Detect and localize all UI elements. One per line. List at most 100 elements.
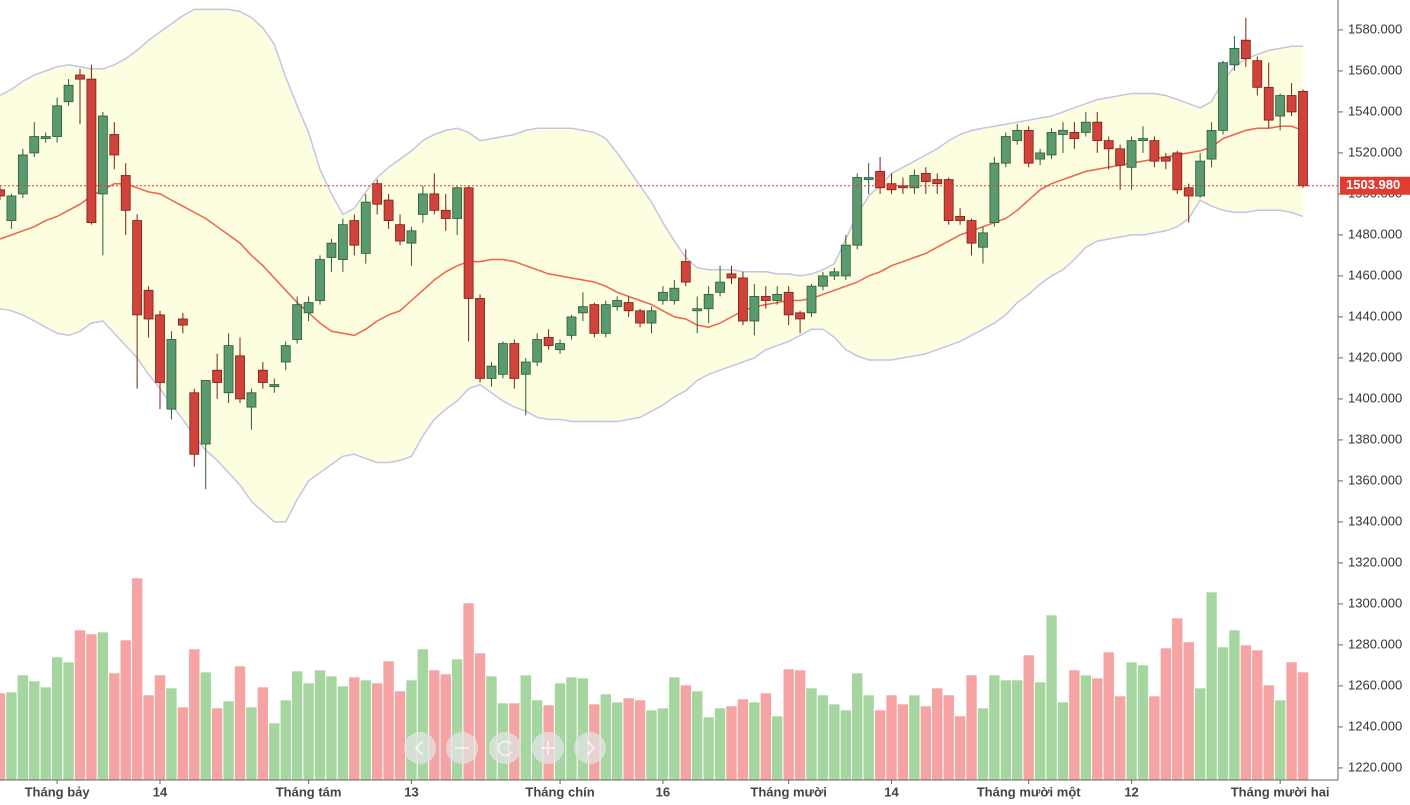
x-tick-label: Tháng mười một — [977, 784, 1082, 799]
scroll-right-button[interactable] — [574, 732, 606, 764]
volume-bar — [1240, 644, 1252, 781]
y-tick-label: 1240.000 — [1348, 718, 1402, 733]
candle-body — [875, 170, 885, 189]
y-tick-label: 1520.000 — [1348, 144, 1402, 159]
candle-body — [223, 345, 234, 394]
volume-bar — [234, 665, 246, 781]
scroll-left-button[interactable] — [404, 732, 436, 764]
volume-bar — [1182, 641, 1195, 781]
candle-body — [715, 281, 725, 293]
volume-bar — [1000, 679, 1012, 781]
candle-body — [909, 175, 920, 189]
y-tick-label: 1260.000 — [1348, 677, 1402, 692]
volume-bar — [702, 716, 715, 781]
volume-bar — [188, 648, 201, 781]
x-tick-label: 14 — [884, 784, 899, 799]
candle-body — [1080, 121, 1091, 133]
candle-body — [326, 242, 337, 258]
zoom-out-button[interactable] — [446, 732, 478, 764]
candle-body — [132, 220, 143, 316]
candle-body — [726, 273, 737, 279]
volume-bar — [28, 680, 41, 781]
candle-body — [829, 271, 840, 277]
y-tick-label: 1400.000 — [1348, 390, 1402, 405]
candle-body — [566, 316, 577, 336]
volume-bar — [39, 686, 52, 781]
reset-button[interactable] — [489, 732, 521, 764]
volume-bar — [599, 693, 612, 781]
zoom-controls — [404, 732, 606, 764]
y-tick-label: 1480.000 — [1348, 226, 1402, 241]
volume-bar — [17, 674, 29, 781]
candle-body — [1195, 160, 1206, 197]
band-upper — [0, 8, 1303, 277]
volume-bar — [839, 709, 852, 781]
candle-body — [1069, 132, 1080, 139]
candle-body — [555, 343, 565, 351]
candle-body — [383, 199, 394, 221]
x-tick-label: Tháng bảy — [25, 784, 91, 799]
candle-body — [680, 261, 691, 283]
volume-bar — [1068, 669, 1081, 781]
volume-bar — [748, 701, 761, 781]
candle-body — [200, 380, 211, 445]
volume-bar — [119, 639, 132, 781]
candle-body — [1046, 132, 1057, 156]
volume-bar — [1205, 591, 1218, 781]
candle-body — [337, 224, 348, 260]
volume-bar — [565, 676, 578, 781]
volume-bar — [577, 677, 589, 781]
volume-bar — [485, 675, 498, 781]
zoom-in-button[interactable] — [532, 732, 564, 764]
candle-body — [783, 291, 794, 316]
candle-body — [246, 392, 257, 408]
candle-body — [1172, 152, 1183, 191]
volume-bar — [1022, 654, 1035, 781]
x-tick-label: 16 — [656, 784, 670, 799]
x-tick-label: 13 — [404, 784, 418, 799]
volume-bar — [1262, 684, 1275, 781]
last-price-label: 1503.980 — [1346, 177, 1400, 192]
candle-body — [166, 339, 177, 410]
volume-bar — [222, 700, 235, 781]
band-layer — [0, 8, 1304, 523]
volume-bar — [268, 722, 281, 781]
candle-body — [1058, 129, 1068, 135]
volume-bar — [0, 692, 6, 781]
candle-body — [475, 298, 485, 379]
y-tick-label: 1440.000 — [1348, 308, 1402, 323]
volume-bar — [394, 690, 406, 781]
volume-bar — [371, 682, 383, 781]
y-tick-label: 1540.000 — [1348, 103, 1402, 118]
candle-body — [63, 84, 74, 103]
volume-bar — [474, 652, 486, 781]
volume-bar — [519, 674, 532, 781]
volume-bar — [62, 661, 75, 781]
y-tick-label: 1560.000 — [1348, 62, 1402, 77]
candle-body — [886, 183, 897, 191]
volume-bar — [817, 694, 829, 781]
volume-bar — [257, 686, 269, 781]
candle-body — [760, 296, 771, 301]
volume-bar — [428, 669, 441, 781]
candle-body — [543, 337, 554, 347]
candle-body — [360, 201, 371, 254]
volume-bar — [279, 699, 292, 781]
volume-bar — [1080, 674, 1092, 781]
volume-bar — [314, 669, 326, 781]
candle-body — [1035, 152, 1046, 160]
candle-body — [429, 193, 440, 211]
volume-bar — [977, 707, 989, 781]
candle-body — [795, 312, 805, 320]
volume-bar — [1057, 701, 1069, 781]
volume-bar — [725, 705, 738, 781]
candle-body — [349, 220, 360, 246]
x-tick-label: Tháng mười — [750, 784, 826, 799]
volume-bar — [908, 694, 921, 781]
candle-body — [440, 209, 451, 219]
volume-bar — [177, 706, 189, 781]
candle-body — [29, 136, 40, 154]
volume-bar — [794, 669, 806, 781]
candle-body — [97, 115, 108, 195]
